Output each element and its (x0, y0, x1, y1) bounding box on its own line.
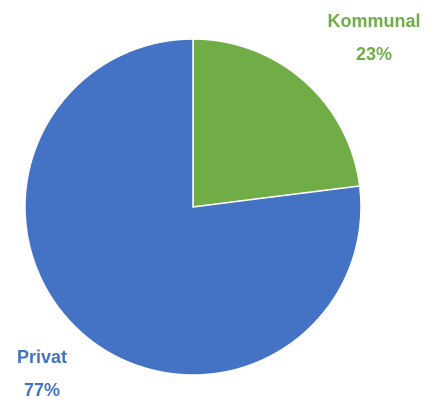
slice-label-value: 23% (356, 44, 392, 64)
pie-slice (192, 38, 361, 208)
slice-label-value: 77% (24, 380, 60, 400)
slice-label-name: Privat (17, 347, 67, 367)
pie-slice (24, 38, 362, 376)
slice-label-name: Kommunal (327, 11, 420, 31)
